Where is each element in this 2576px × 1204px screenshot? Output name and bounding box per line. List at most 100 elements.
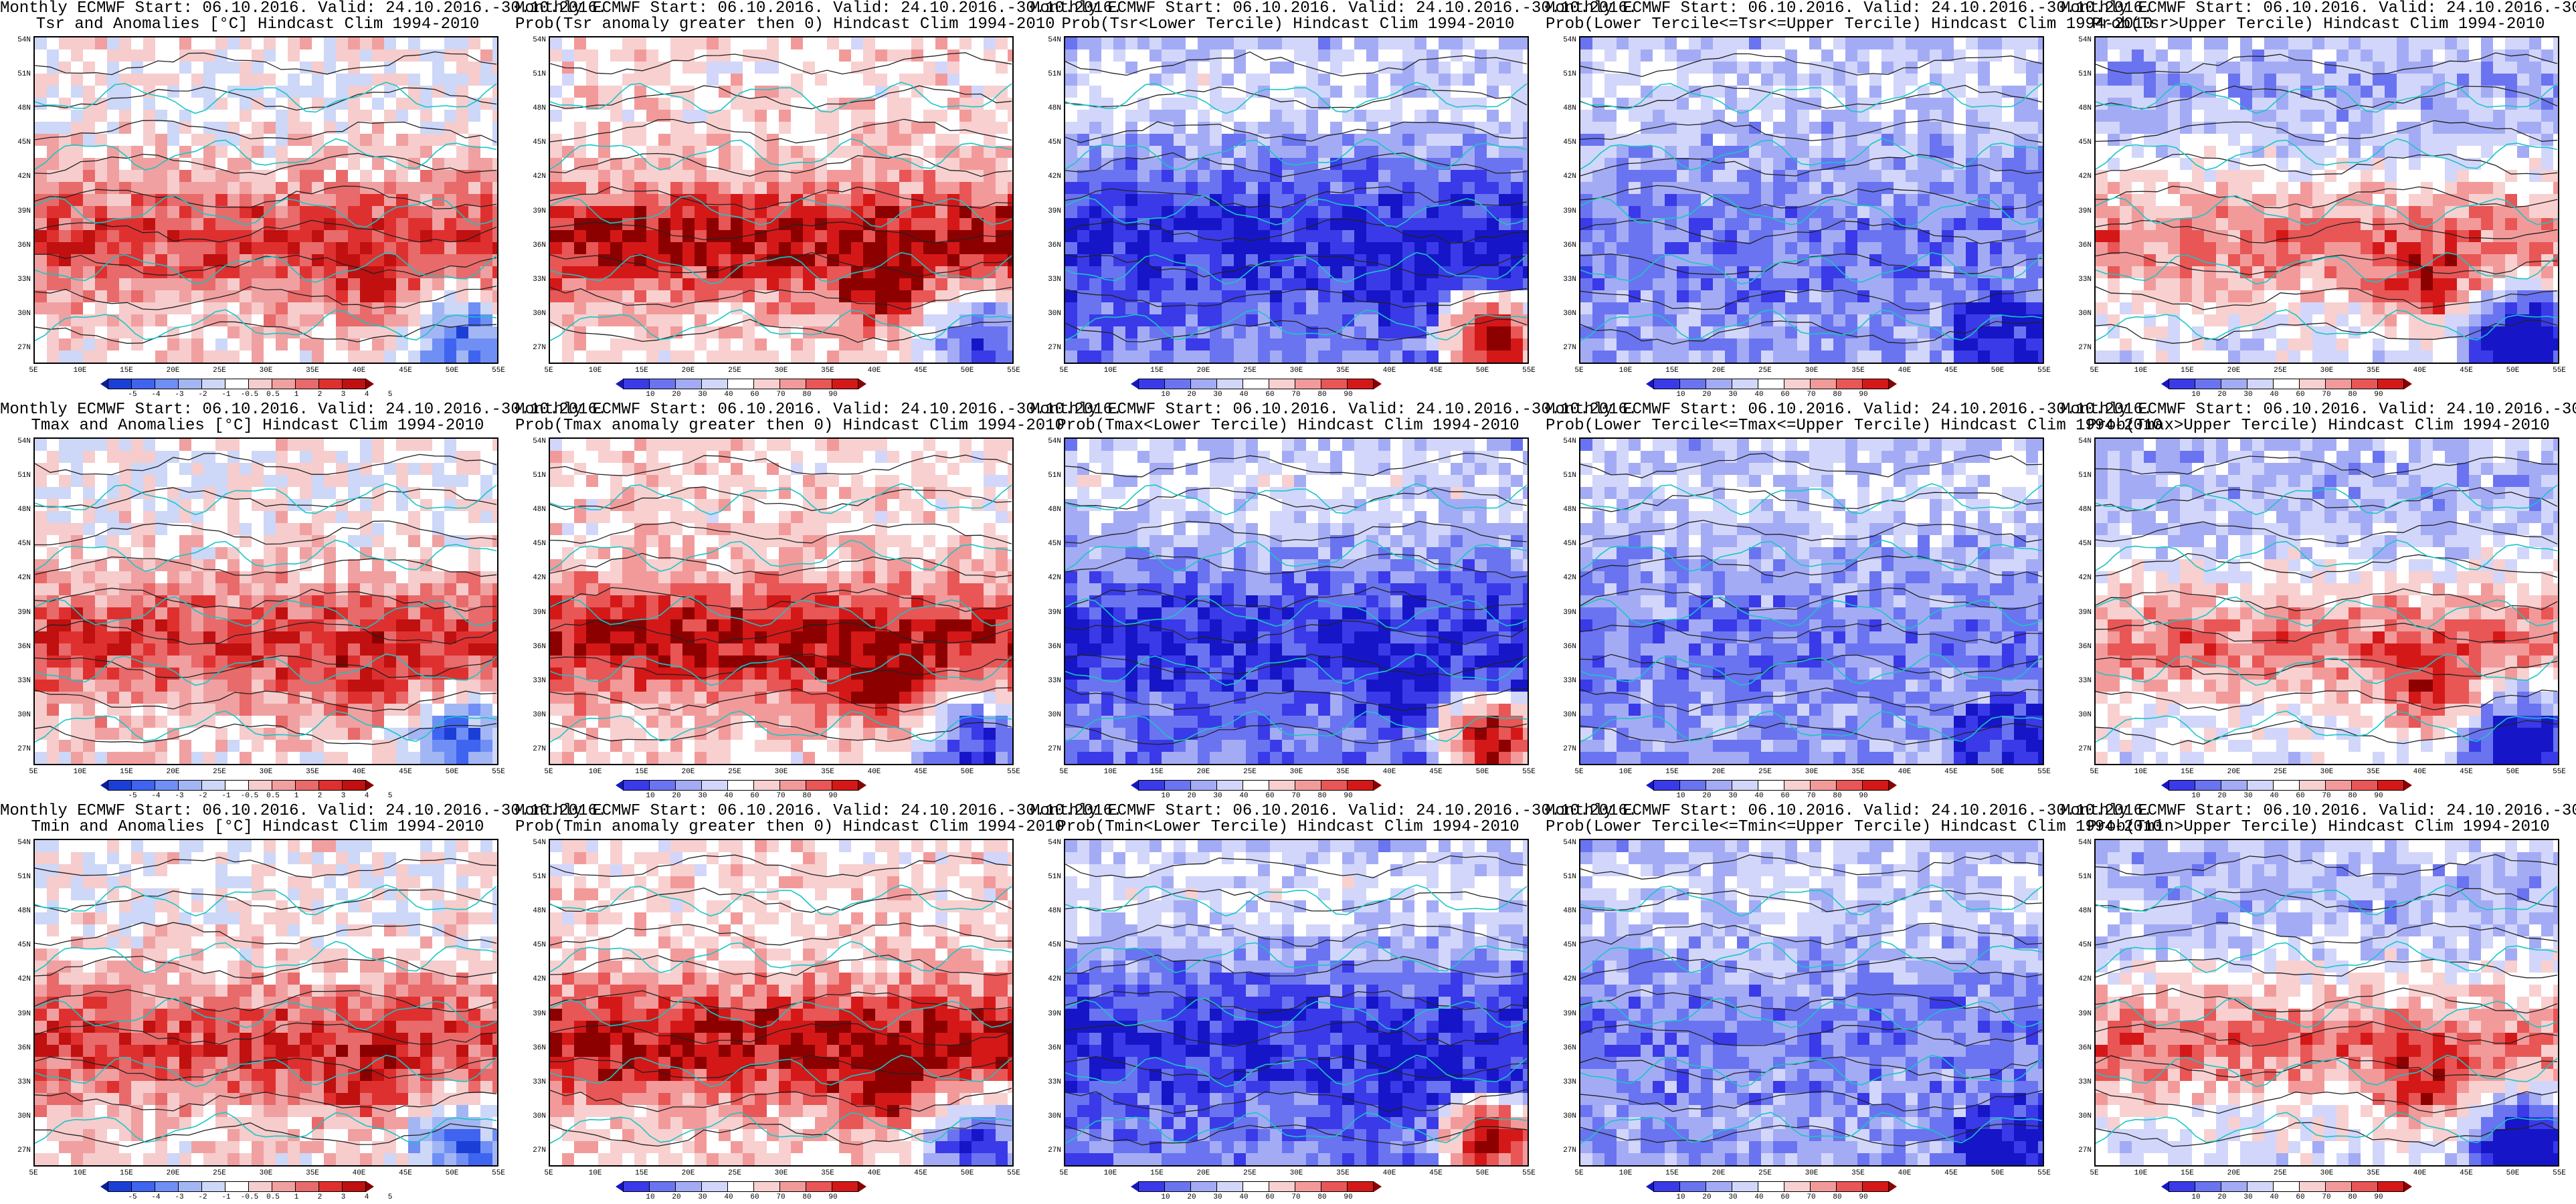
field-cell xyxy=(300,74,312,86)
field-cell xyxy=(2180,146,2193,159)
field-cell xyxy=(1617,338,1629,351)
field-cell xyxy=(1330,170,1343,183)
field-cell xyxy=(1246,290,1259,303)
field-cell xyxy=(191,49,204,62)
field-cell xyxy=(875,49,888,62)
field-cell xyxy=(839,242,852,255)
field-cell xyxy=(1821,302,1834,315)
field-cell xyxy=(875,170,888,183)
field-cell xyxy=(1427,182,1439,195)
field-cell xyxy=(47,98,60,110)
field-cell xyxy=(670,338,683,351)
field-cell xyxy=(1978,338,1991,351)
field-cell xyxy=(2409,134,2421,146)
field-cell xyxy=(1749,86,1762,98)
field-cell xyxy=(1258,206,1271,219)
field-cell xyxy=(1604,37,1617,50)
field-cell xyxy=(1390,230,1403,243)
field-cell xyxy=(1881,302,1894,315)
field-cell xyxy=(887,182,900,195)
field-cell xyxy=(131,194,144,207)
field-cell xyxy=(2180,110,2193,122)
field-cell xyxy=(336,110,349,122)
field-cell xyxy=(1641,170,1653,183)
field-cell xyxy=(996,338,1008,351)
field-cell xyxy=(1390,326,1403,339)
field-cell xyxy=(1918,37,1930,50)
field-cell xyxy=(1511,98,1524,110)
field-cell xyxy=(1665,110,1677,122)
field-cell xyxy=(1966,206,1979,219)
field-cell xyxy=(1881,338,1894,351)
field-cell xyxy=(695,110,707,122)
field-cell xyxy=(923,350,936,363)
field-cell xyxy=(658,122,671,134)
field-cell xyxy=(227,338,240,351)
field-cell xyxy=(1198,62,1210,74)
field-cell xyxy=(1954,254,1966,267)
field-cell xyxy=(1390,302,1403,315)
field-cell xyxy=(2144,134,2156,146)
field-cell xyxy=(996,266,1008,279)
field-cell xyxy=(1198,302,1210,315)
field-cell xyxy=(1906,98,1918,110)
field-cell xyxy=(1761,49,1774,62)
field-cell xyxy=(227,230,240,243)
field-cell xyxy=(1463,218,1475,231)
field-cell xyxy=(1869,37,1882,50)
field-cell xyxy=(360,62,373,74)
field-cell xyxy=(839,350,852,363)
field-cell xyxy=(984,206,996,219)
field-cell xyxy=(2240,62,2253,74)
field-cell xyxy=(2120,37,2132,50)
field-cell xyxy=(707,134,719,146)
field-cell xyxy=(408,230,421,243)
field-cell xyxy=(348,158,361,171)
field-cell xyxy=(1580,302,1593,315)
field-cell xyxy=(875,182,888,195)
field-cell xyxy=(2469,62,2482,74)
field-cell xyxy=(2541,74,2554,86)
field-cell xyxy=(300,230,312,243)
field-cell xyxy=(1186,350,1198,363)
field-cell xyxy=(1186,98,1198,110)
field-cell xyxy=(131,110,144,122)
field-cell xyxy=(1785,86,1798,98)
field-cell xyxy=(1592,170,1605,183)
field-cell xyxy=(682,62,695,74)
field-cell xyxy=(863,182,876,195)
field-cell xyxy=(444,350,457,363)
field-cell xyxy=(586,146,599,159)
field-cell xyxy=(1761,182,1774,195)
field-cell xyxy=(167,314,180,327)
field-cell xyxy=(384,170,397,183)
field-cell xyxy=(935,62,948,74)
field-cell xyxy=(1761,266,1774,279)
field-cell xyxy=(492,350,497,363)
field-cell xyxy=(972,158,984,171)
field-cell xyxy=(1894,278,1906,291)
field-cell xyxy=(1149,206,1162,219)
field-cell xyxy=(372,206,385,219)
field-cell xyxy=(1222,86,1234,98)
field-cell xyxy=(1089,278,1102,291)
field-cell xyxy=(312,302,325,315)
field-cell xyxy=(791,350,804,363)
field-cell xyxy=(1833,314,1846,327)
field-cell xyxy=(670,350,683,363)
field-cell xyxy=(1881,278,1894,291)
field-cell xyxy=(1809,218,1822,231)
field-cell xyxy=(1487,86,1499,98)
field-cell xyxy=(191,302,204,315)
field-cell xyxy=(1749,266,1762,279)
field-cell xyxy=(550,146,563,159)
field-cell xyxy=(815,49,828,62)
longitude-label: 35E xyxy=(821,367,834,375)
latitude-label: 48N xyxy=(533,104,546,113)
field-cell xyxy=(2553,110,2558,122)
field-cell xyxy=(2433,122,2446,134)
field-cell xyxy=(1990,146,2003,159)
field-cell xyxy=(408,134,421,146)
field-cell xyxy=(707,326,719,339)
field-cell xyxy=(1451,278,1463,291)
